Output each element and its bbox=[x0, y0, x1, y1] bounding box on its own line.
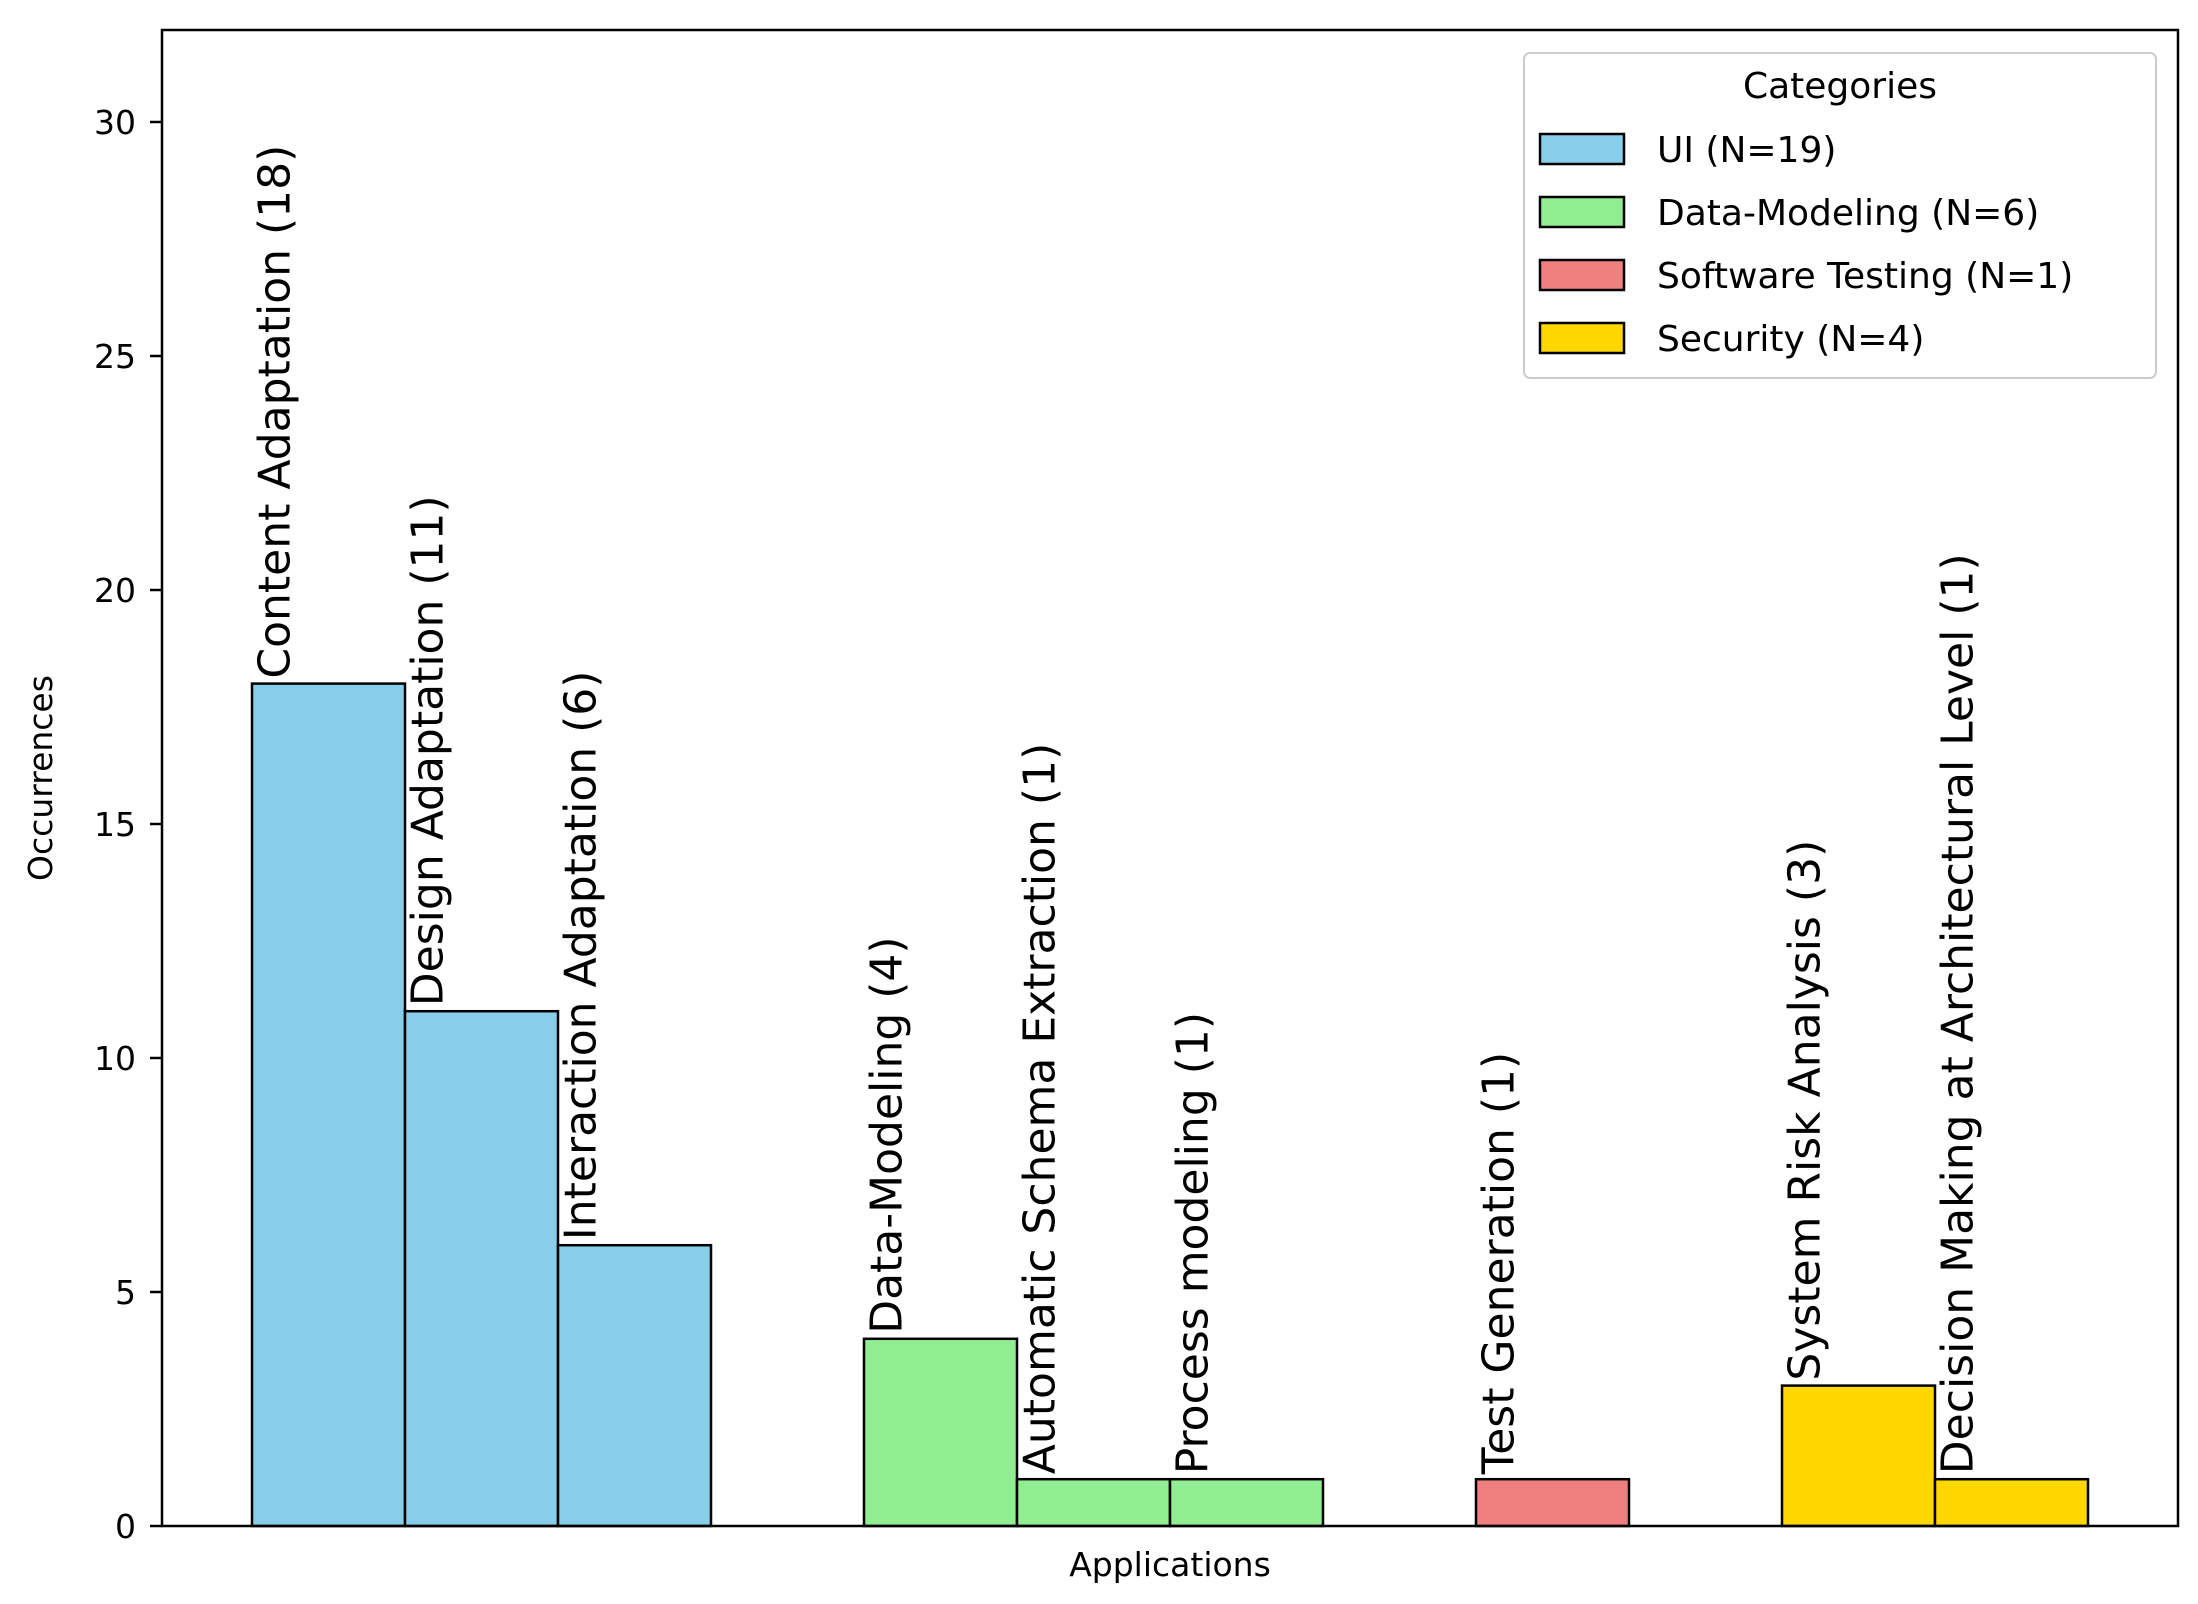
bar-label: Test Generation (1) bbox=[1473, 1052, 1524, 1475]
x-axis-title: Applications bbox=[1069, 1545, 1271, 1584]
bar-process-modeling-1 bbox=[1168, 1477, 1325, 1528]
legend-swatch-software-testing bbox=[1538, 258, 1626, 292]
y-tick-label: 25 bbox=[94, 337, 136, 376]
y-axis-title: Occurrences bbox=[21, 675, 60, 881]
legend-entry: Security (N=4) bbox=[1538, 319, 1924, 360]
legend-entry: Software Testing (N=1) bbox=[1538, 256, 2073, 297]
plot-frame bbox=[160, 28, 2180, 1528]
bar-label: Interaction Adaptation (6) bbox=[555, 671, 606, 1241]
bar-content-adaptation-18 bbox=[250, 682, 407, 1528]
bar-labels-layer: Content Adaptation (18) Design Adaptation… bbox=[249, 145, 1983, 1476]
bar-decision-making-at-architectural-level-1 bbox=[1933, 1477, 2090, 1528]
bar-label: Content Adaptation (18) bbox=[249, 145, 300, 679]
y-tick-label: 5 bbox=[115, 1273, 136, 1312]
bar-data-modeling-4 bbox=[862, 1337, 1019, 1528]
legend-label-data-modeling: Data-Modeling (N=6) bbox=[1657, 193, 2039, 234]
bar-system-risk-analysis-3 bbox=[1780, 1384, 1937, 1528]
bar-label: System Risk Analysis (3) bbox=[1779, 840, 1830, 1381]
legend: Categories UI (N=19) Data-Modeling (N=6)… bbox=[1523, 52, 2157, 379]
bar-test-generation-1 bbox=[1474, 1477, 1631, 1528]
bar-automatic-schema-extraction-1 bbox=[1015, 1477, 1172, 1528]
legend-swatch-security bbox=[1538, 321, 1626, 355]
legend-label-software-testing: Software Testing (N=1) bbox=[1657, 256, 2073, 297]
bar-label: Process modeling (1) bbox=[1167, 1012, 1218, 1474]
bar-label: Decision Making at Architectural Level (… bbox=[1932, 553, 1983, 1474]
legend-label-ui: UI (N=19) bbox=[1657, 130, 1836, 171]
y-tick-label: 15 bbox=[94, 805, 136, 844]
y-tick-label: 30 bbox=[94, 103, 136, 142]
y-tick-label: 20 bbox=[94, 571, 136, 610]
bar-label: Design Adaptation (11) bbox=[402, 495, 453, 1006]
bar-interaction-adaptation-6 bbox=[556, 1243, 713, 1528]
y-axis: 0 5 10 15 20 25 30 bbox=[94, 103, 162, 1546]
legend-swatch-ui bbox=[1538, 132, 1626, 166]
legend-entry: Data-Modeling (N=6) bbox=[1538, 193, 2039, 234]
y-tick-label: 0 bbox=[115, 1507, 136, 1546]
legend-box bbox=[1523, 52, 2157, 379]
legend-label-security: Security (N=4) bbox=[1657, 319, 1924, 360]
legend-entry: UI (N=19) bbox=[1538, 130, 1836, 171]
bar-label: Data-Modeling (4) bbox=[861, 936, 912, 1333]
bars-layer bbox=[250, 682, 2090, 1528]
legend-title: Categories bbox=[1743, 66, 1937, 107]
legend-swatch-data-modeling bbox=[1538, 195, 1626, 229]
y-tick-label: 10 bbox=[94, 1039, 136, 1078]
bar-design-adaptation-11 bbox=[403, 1009, 560, 1528]
bar-label: Automatic Schema Extraction (1) bbox=[1014, 743, 1065, 1474]
